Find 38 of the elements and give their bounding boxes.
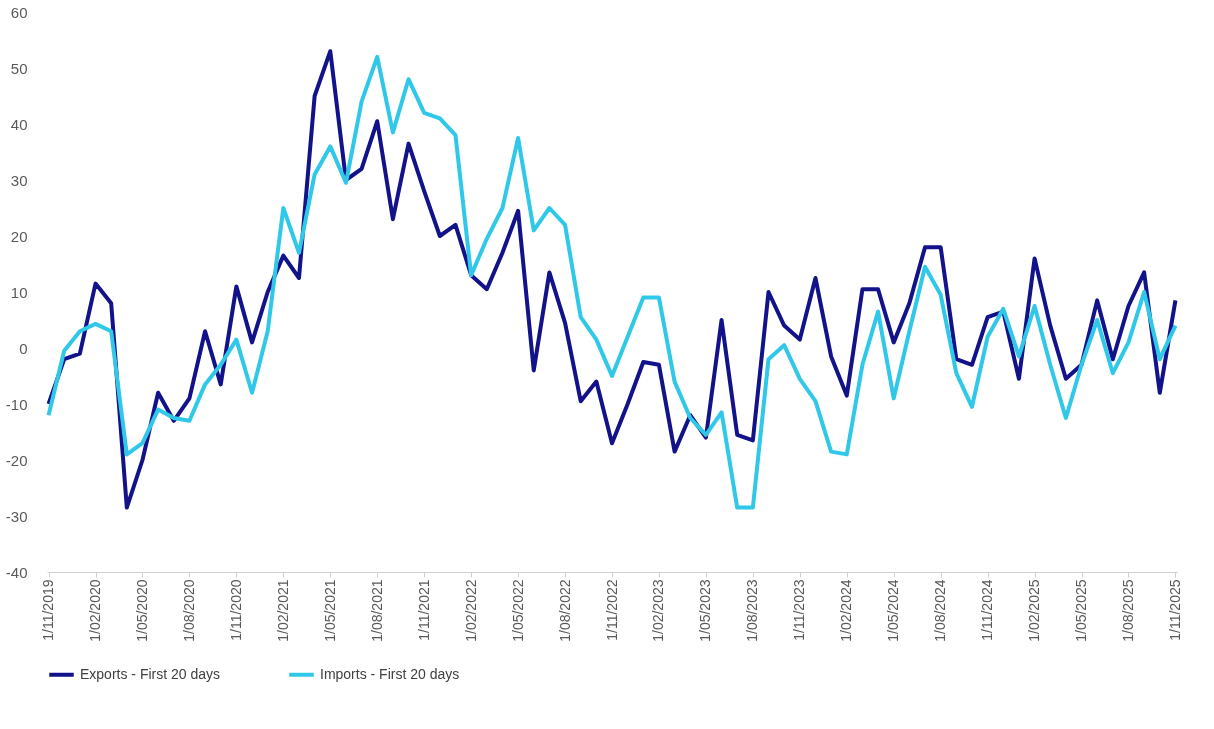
y-tick-label: 30 (10, 171, 28, 189)
y-tick-label: -40 (5, 563, 28, 581)
x-tick-label: 1/11/2020 (227, 579, 244, 641)
x-tick-label: 1/08/2023 (744, 579, 761, 642)
x-tick-label: 1/08/2020 (180, 579, 197, 642)
x-tick-label: 1/02/2022 (462, 579, 479, 642)
x-tick-label: 1/05/2021 (321, 579, 338, 642)
x-tick-label: 1/02/2025 (1026, 579, 1043, 642)
x-tick-label: 1/11/2021 (415, 579, 432, 641)
x-tick-label: 1/11/2024 (979, 579, 996, 641)
y-tick-label: 40 (10, 115, 28, 133)
x-tick-label: 1/02/2024 (838, 579, 855, 642)
x-tick-label: 1/05/2023 (697, 579, 714, 642)
x-tick-label: 1/08/2022 (556, 579, 573, 642)
y-tick-label: 20 (10, 227, 28, 245)
x-tick-label: 1/02/2020 (87, 579, 104, 642)
x-tick-label: 1/05/2022 (509, 579, 526, 642)
x-tick-label: 1/08/2024 (932, 579, 949, 642)
x-tick-label: 1/11/2022 (603, 579, 620, 641)
y-tick-label: 10 (10, 283, 28, 301)
y-tick-label: -20 (5, 451, 28, 469)
y-tick-label: -10 (5, 395, 28, 413)
x-tick-label: 1/05/2025 (1073, 579, 1090, 642)
x-tick-label: 1/11/2019 (40, 579, 57, 641)
x-tick-label: 1/08/2025 (1119, 579, 1136, 642)
legend-label: Imports - First 20 days (320, 665, 460, 682)
y-tick-label: 60 (10, 3, 28, 21)
legend-label: Exports - First 20 days (80, 665, 221, 682)
x-tick-label: 1/05/2024 (885, 579, 902, 642)
x-tick-label: 1/08/2021 (368, 579, 385, 642)
x-tick-label: 1/11/2025 (1166, 579, 1183, 641)
y-tick-label: 50 (10, 59, 28, 77)
x-tick-label: 1/02/2023 (650, 579, 667, 642)
y-tick-label: -30 (5, 507, 28, 525)
x-tick-label: 1/02/2021 (274, 579, 291, 642)
x-tick-label: 1/05/2020 (133, 579, 150, 642)
x-tick-label: 1/11/2023 (791, 579, 808, 641)
y-tick-label: 0 (19, 339, 28, 357)
